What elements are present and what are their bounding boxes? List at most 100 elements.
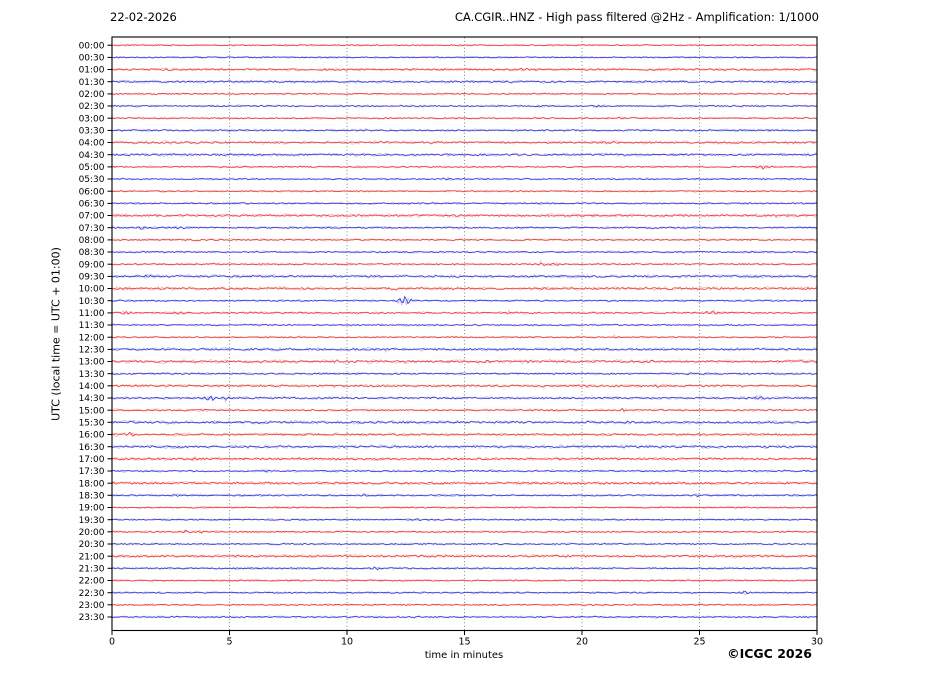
row-time-label: 14:00	[79, 382, 105, 392]
row-time-label: 13:30	[79, 370, 105, 380]
trace-halo	[111, 259, 818, 267]
trace	[112, 616, 818, 618]
trace-halo	[111, 334, 818, 340]
row-time-label: 04:00	[79, 139, 105, 149]
trace	[111, 469, 817, 473]
trace	[111, 445, 818, 449]
x-tick-label: 20	[576, 637, 588, 648]
trace	[111, 384, 818, 388]
x-tick-label: 15	[458, 637, 470, 648]
row-time-label: 00:30	[79, 54, 105, 64]
date-title: 22-02-2026	[110, 10, 177, 24]
row-time-label: 04:30	[79, 151, 105, 161]
row-time-label: 23:00	[79, 601, 105, 611]
trace-halo	[111, 92, 818, 96]
row-time-label: 06:00	[79, 187, 105, 197]
trace	[111, 431, 818, 437]
row-time-label: 21:30	[79, 565, 105, 575]
row-time-label: 03:30	[79, 127, 105, 137]
trace	[111, 44, 818, 47]
trace-halo	[111, 492, 818, 498]
row-time-label: 18:00	[79, 479, 105, 489]
trace	[112, 590, 818, 594]
trace	[111, 190, 818, 193]
row-time-label: 01:00	[79, 66, 105, 76]
trace	[111, 518, 818, 521]
x-tick-label: 25	[693, 637, 705, 648]
trace	[111, 310, 818, 315]
row-time-label: 14:30	[79, 394, 105, 404]
trace	[111, 543, 818, 545]
trace	[111, 493, 818, 498]
row-time-label: 19:00	[79, 504, 105, 514]
row-time-label: 23:30	[79, 613, 105, 623]
row-time-label: 11:30	[79, 321, 105, 331]
row-time-label: 12:30	[79, 346, 105, 356]
trace	[111, 324, 818, 326]
trace	[111, 529, 818, 534]
trace	[111, 407, 818, 412]
row-time-label: 07:00	[79, 212, 105, 222]
trace	[111, 214, 818, 217]
row-time-label: 06:30	[79, 200, 105, 210]
trace	[111, 129, 818, 132]
row-time-label: 02:30	[79, 102, 105, 112]
trace	[111, 104, 818, 108]
trace	[111, 262, 818, 267]
trace	[111, 116, 818, 120]
trace	[111, 92, 818, 95]
row-time-label: 16:30	[79, 443, 105, 453]
row-time-label: 20:30	[79, 540, 105, 550]
row-time-label: 12:00	[79, 333, 105, 343]
title-bar: 22-02-2026 CA.CGIR..HNZ - High pass filt…	[110, 10, 819, 24]
trace-halo	[111, 371, 818, 376]
row-time-label: 09:30	[79, 273, 105, 283]
trace	[111, 295, 818, 305]
trace	[111, 359, 818, 364]
trace	[111, 56, 818, 59]
x-tick-label: 10	[341, 637, 353, 648]
row-time-label: 02:00	[79, 90, 105, 100]
trace	[111, 80, 817, 83]
trace	[112, 251, 818, 254]
row-time-label: 10:00	[79, 285, 105, 295]
trace	[111, 141, 818, 144]
trace-halo	[111, 139, 818, 146]
trace	[111, 421, 818, 425]
trace-halo	[111, 67, 818, 73]
trace	[111, 274, 818, 278]
trace	[111, 457, 818, 461]
trace	[111, 202, 818, 205]
trace	[111, 603, 818, 606]
trace	[111, 395, 818, 402]
trace	[111, 372, 817, 376]
trace	[112, 566, 818, 571]
row-time-label: 15:00	[79, 406, 105, 416]
trace	[111, 238, 818, 241]
row-time-label: 00:00	[79, 41, 105, 51]
row-time-label: 11:00	[79, 309, 105, 319]
row-time-label: 18:30	[79, 492, 105, 502]
row-time-label: 21:00	[79, 552, 105, 562]
trace-halo	[111, 419, 818, 426]
row-time-label: 05:00	[79, 163, 105, 173]
row-time-label: 10:30	[79, 297, 105, 307]
station-title: CA.CGIR..HNZ - High pass filtered @2Hz -…	[454, 10, 819, 24]
trace	[111, 287, 818, 290]
trace	[111, 165, 818, 170]
trace	[111, 336, 818, 339]
trace	[111, 579, 818, 582]
row-time-label: 08:30	[79, 248, 105, 258]
trace	[111, 153, 818, 156]
x-tick-label: 30	[811, 637, 823, 648]
row-time-label: 16:00	[79, 431, 105, 441]
x-axis-label: time in minutes	[424, 650, 504, 661]
row-time-label: 17:30	[79, 467, 105, 477]
x-tick-label: 0	[109, 637, 115, 648]
row-time-label: 17:00	[79, 455, 105, 465]
row-time-label: 09:00	[79, 260, 105, 270]
trace	[111, 177, 818, 181]
x-tick-label: 5	[226, 637, 232, 648]
